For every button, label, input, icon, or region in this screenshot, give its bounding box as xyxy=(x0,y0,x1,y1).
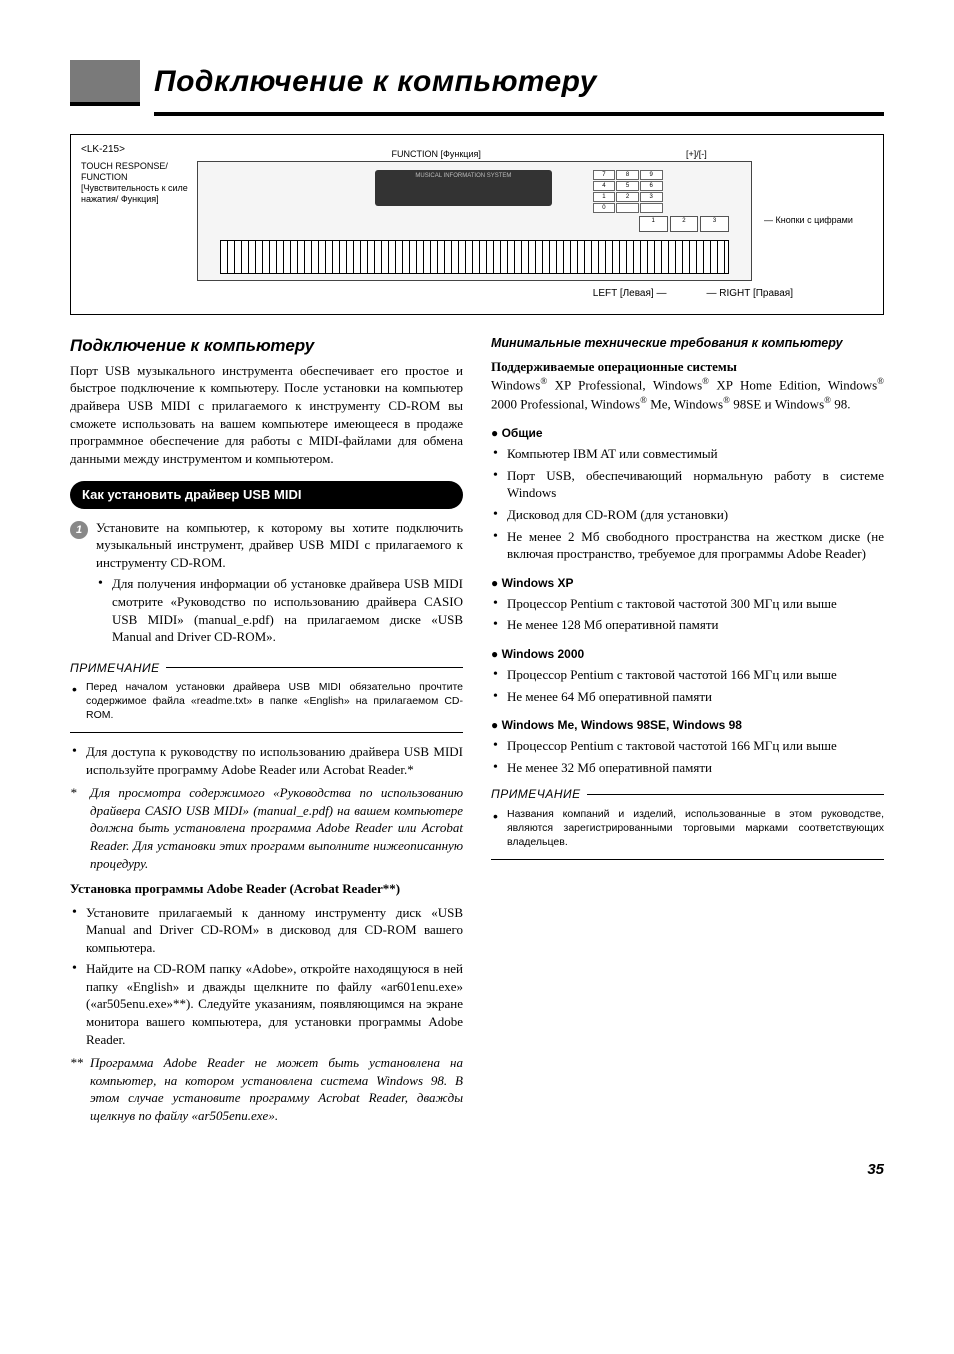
step-1: 1 Установите на компьютер, к которому вы… xyxy=(70,519,463,650)
diagram-right-callout: — Кнопки с цифрами xyxy=(758,161,873,281)
title-rule xyxy=(154,112,884,116)
left-column: Подключение к компьютеру Порт USB музыка… xyxy=(70,335,463,1130)
kbd-steps: 123 xyxy=(639,216,729,232)
supported-os-title: Поддерживаемые операционные системы xyxy=(491,358,884,376)
keyboard-diagram: <LK-215> TOUCH RESPONSE/ FUNCTION [Чувст… xyxy=(70,134,884,315)
content-columns: Подключение к компьютеру Порт USB музыка… xyxy=(70,335,884,1130)
note-label-2: ПРИМЕЧАНИЕ xyxy=(491,786,884,802)
asterisk-note-1: * Для просмотра содержимого «Руководства… xyxy=(70,784,463,872)
section-title: Подключение к компьютеру xyxy=(70,335,463,358)
gen-b1: Компьютер IBM AT или совместимый xyxy=(507,445,884,463)
asterisk-note-2: ** Программа Adobe Reader не может быть … xyxy=(70,1054,463,1124)
kbd-numpad: 789 456 123 0 xyxy=(593,170,663,210)
keyboard-body: FUNCTION [Функция] [+]/[-] MUSICAL INFOR… xyxy=(197,161,752,281)
note-box-1: Перед началом установки драйвера USB MID… xyxy=(70,676,463,734)
w2k-b1: Процессор Pentium с тактовой частотой 16… xyxy=(507,666,884,684)
note-label: ПРИМЕЧАНИЕ xyxy=(70,660,463,676)
wme-head: Windows Me, Windows 98SE, Windows 98 xyxy=(491,717,884,733)
kbd-screen: MUSICAL INFORMATION SYSTEM xyxy=(375,170,552,206)
install-title: Установка программы Adobe Reader (Acroba… xyxy=(70,880,463,898)
black-bar-title: Как установить драйвер USB MIDI xyxy=(70,481,463,509)
intro-paragraph: Порт USB музыкального инструмента обеспе… xyxy=(70,362,463,467)
w2k-b2: Не менее 64 Мб оперативной памяти xyxy=(507,688,884,706)
kbd-keys xyxy=(220,240,729,274)
step1-sub-bullet: Для получения информации об установке др… xyxy=(112,575,463,645)
step1-text: Установите на компьютер, к которому вы х… xyxy=(96,519,463,572)
os-text: Windows® XP Professional, Windows® XP Ho… xyxy=(491,375,884,413)
gen-b4: Не менее 2 Мб свободного пространства на… xyxy=(507,528,884,563)
requirements-title: Минимальные технические требования к ком… xyxy=(491,335,884,352)
note2-text: Названия компаний и изделий, использован… xyxy=(507,807,884,850)
gen-b3: Дисковод для CD-ROM (для установки) xyxy=(507,506,884,524)
install-bullet-2: Найдите на CD-ROM папку «Adobe», откройт… xyxy=(86,960,463,1048)
diagram-bottom-labels: LEFT [Левая] — — RIGHT [Правая] xyxy=(81,287,873,301)
gen-b2: Порт USB, обеспечивающий нормальную рабо… xyxy=(507,467,884,502)
wme-b1: Процессор Pentium с тактовой частотой 16… xyxy=(507,737,884,755)
note-box-2: Названия компаний и изделий, использован… xyxy=(491,803,884,861)
page-header: Подключение к компьютеру xyxy=(70,60,884,106)
callout-plusminus: [+]/[-] xyxy=(686,148,707,160)
page-title: Подключение к компьютеру xyxy=(154,62,597,107)
page-number: 35 xyxy=(70,1160,884,1180)
header-tab-block xyxy=(70,60,140,106)
xp-head: Windows XP xyxy=(491,575,884,591)
diagram-left-callout: TOUCH RESPONSE/ FUNCTION [Чувствительнос… xyxy=(81,161,191,281)
general-head: Общие xyxy=(491,425,884,441)
after-note-bullet: Для доступа к руководству по использован… xyxy=(86,743,463,778)
xp-b2: Не менее 128 Мб оперативной памяти xyxy=(507,616,884,634)
step-number-icon: 1 xyxy=(70,521,88,539)
note1-text: Перед началом установки драйвера USB MID… xyxy=(86,680,463,723)
callout-function: FUNCTION [Функция] xyxy=(392,148,481,160)
wme-b2: Не менее 32 Мб оперативной памяти xyxy=(507,759,884,777)
xp-b1: Процессор Pentium с тактовой частотой 30… xyxy=(507,595,884,613)
right-column: Минимальные технические требования к ком… xyxy=(491,335,884,1130)
install-bullet-1: Установите прилагаемый к данному инструм… xyxy=(86,904,463,957)
w2k-head: Windows 2000 xyxy=(491,646,884,662)
